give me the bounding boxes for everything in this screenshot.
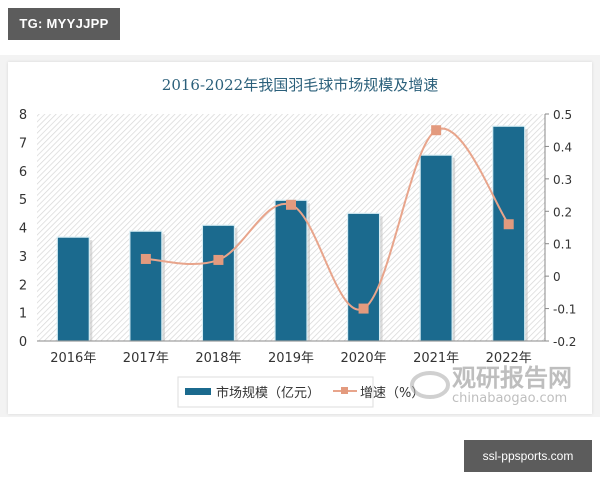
line-marker bbox=[358, 303, 369, 314]
line-marker bbox=[431, 125, 442, 136]
x-tick-label: 2019年 bbox=[268, 351, 314, 366]
left-tick-label: 7 bbox=[19, 136, 27, 151]
bar bbox=[129, 230, 163, 342]
legend: 市场规模（亿元） 增速（%） bbox=[177, 376, 424, 408]
left-tick-label: 5 bbox=[19, 193, 27, 208]
line-series bbox=[140, 125, 514, 314]
bar bbox=[492, 125, 526, 342]
watermark-logo: 观研报告网 chinabaogao.com bbox=[410, 364, 572, 406]
x-tick-label: 2020年 bbox=[341, 351, 387, 366]
line-marker bbox=[213, 254, 224, 265]
bar bbox=[274, 199, 308, 342]
left-tick-label: 1 bbox=[19, 307, 27, 322]
right-tick-label: 0.2 bbox=[553, 205, 572, 219]
right-tick-label: 0.4 bbox=[553, 140, 572, 154]
logo-swirl-icon bbox=[410, 371, 450, 399]
bar bbox=[419, 154, 453, 342]
watermark-tag-top: TG: MYYJJPP bbox=[8, 8, 120, 40]
right-tick-label: -0.1 bbox=[553, 303, 576, 317]
right-tick-label: 0.5 bbox=[553, 108, 572, 122]
bar bbox=[201, 224, 236, 342]
watermark-tag-bottom: ssl-ppsports.com bbox=[464, 440, 592, 472]
legend-bar-label: 市场规模（亿元） bbox=[216, 385, 320, 401]
x-axis-labels: 2016年 2017年 2018年 2019年 2020年 2021年 2022年 bbox=[50, 351, 532, 366]
x-tick-label: 2018年 bbox=[195, 351, 241, 366]
chart-title: 2016-2022年我国羽毛球市场规模及增速 bbox=[161, 76, 439, 94]
left-axis: 0 1 2 3 4 5 6 7 8 bbox=[19, 108, 27, 350]
legend-line-label: 增速（%） bbox=[360, 386, 424, 401]
line-marker bbox=[286, 199, 296, 210]
left-tick-label: 8 bbox=[19, 108, 27, 123]
x-tick-label: 2021年 bbox=[413, 351, 459, 366]
left-tick-label: 6 bbox=[19, 165, 27, 180]
x-tick-label: 2016年 bbox=[50, 351, 96, 366]
left-tick-label: 4 bbox=[19, 222, 27, 237]
bar bbox=[346, 212, 381, 342]
legend-bar-swatch bbox=[185, 388, 211, 395]
right-tick-label: -0.2 bbox=[553, 335, 576, 349]
line-marker bbox=[140, 253, 151, 264]
x-tick-label: 2017年 bbox=[123, 351, 169, 366]
right-tick-label: 0.3 bbox=[553, 173, 572, 187]
left-tick-label: 2 bbox=[19, 278, 27, 293]
x-tick-label: 2022年 bbox=[486, 351, 532, 366]
right-tick-label: 0.1 bbox=[553, 238, 572, 252]
legend-line-marker bbox=[341, 387, 348, 394]
left-tick-label: 3 bbox=[19, 250, 27, 265]
bar bbox=[56, 236, 90, 342]
right-tick-label: 0 bbox=[553, 270, 561, 284]
left-tick-label: 0 bbox=[19, 335, 27, 350]
line-marker bbox=[503, 219, 514, 230]
right-axis: -0.2 -0.1 0 0.1 0.2 0.3 0.4 0.5 bbox=[545, 108, 576, 349]
logo-text-cn: 观研报告网 bbox=[452, 364, 572, 392]
logo-text-en: chinabaogao.com bbox=[452, 391, 567, 406]
